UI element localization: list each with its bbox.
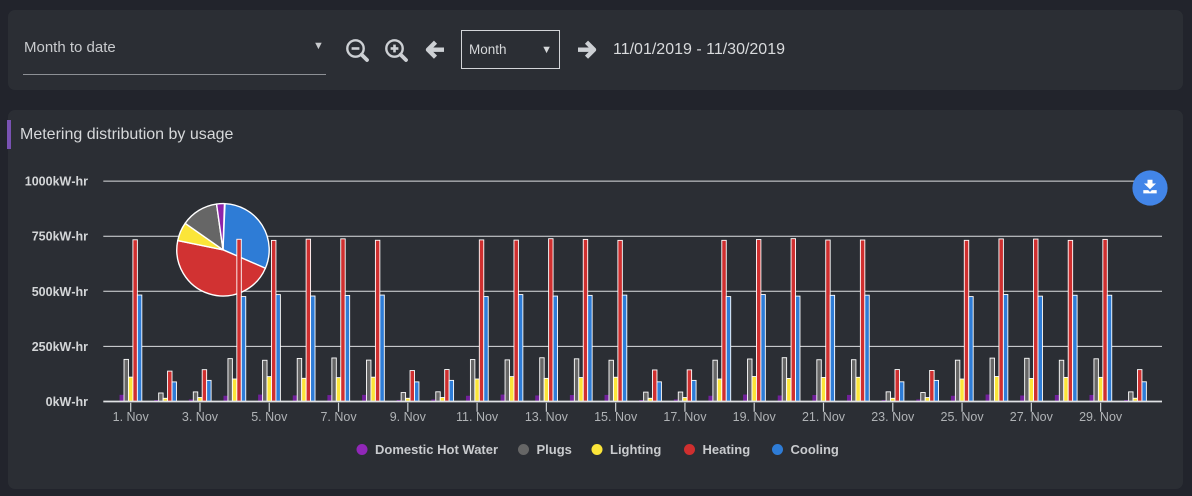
- svg-text:25. Nov: 25. Nov: [941, 410, 985, 424]
- svg-text:29. Nov: 29. Nov: [1079, 410, 1123, 424]
- svg-text:21. Nov: 21. Nov: [802, 410, 846, 424]
- svg-text:Plugs: Plugs: [537, 442, 572, 457]
- svg-text:5. Nov: 5. Nov: [251, 410, 288, 424]
- svg-text:250kW‑hr: 250kW‑hr: [32, 340, 88, 354]
- svg-text:3. Nov: 3. Nov: [182, 410, 219, 424]
- svg-text:13. Nov: 13. Nov: [525, 410, 569, 424]
- svg-text:27. Nov: 27. Nov: [1010, 410, 1054, 424]
- svg-text:750kW‑hr: 750kW‑hr: [32, 230, 88, 244]
- svg-text:9. Nov: 9. Nov: [390, 410, 427, 424]
- svg-text:17. Nov: 17. Nov: [663, 410, 707, 424]
- svg-text:Heating: Heating: [703, 442, 751, 457]
- svg-text:Domestic Hot Water: Domestic Hot Water: [375, 442, 498, 457]
- svg-text:500kW‑hr: 500kW‑hr: [32, 285, 88, 299]
- svg-text:15. Nov: 15. Nov: [594, 410, 638, 424]
- svg-text:23. Nov: 23. Nov: [871, 410, 915, 424]
- svg-text:7. Nov: 7. Nov: [320, 410, 357, 424]
- svg-text:1. Nov: 1. Nov: [113, 410, 150, 424]
- svg-text:1000kW‑hr: 1000kW‑hr: [25, 175, 88, 189]
- svg-text:19. Nov: 19. Nov: [733, 410, 777, 424]
- svg-text:Cooling: Cooling: [791, 442, 839, 457]
- svg-text:0kW‑hr: 0kW‑hr: [46, 395, 89, 409]
- svg-text:Lighting: Lighting: [610, 442, 661, 457]
- svg-text:11. Nov: 11. Nov: [456, 410, 499, 424]
